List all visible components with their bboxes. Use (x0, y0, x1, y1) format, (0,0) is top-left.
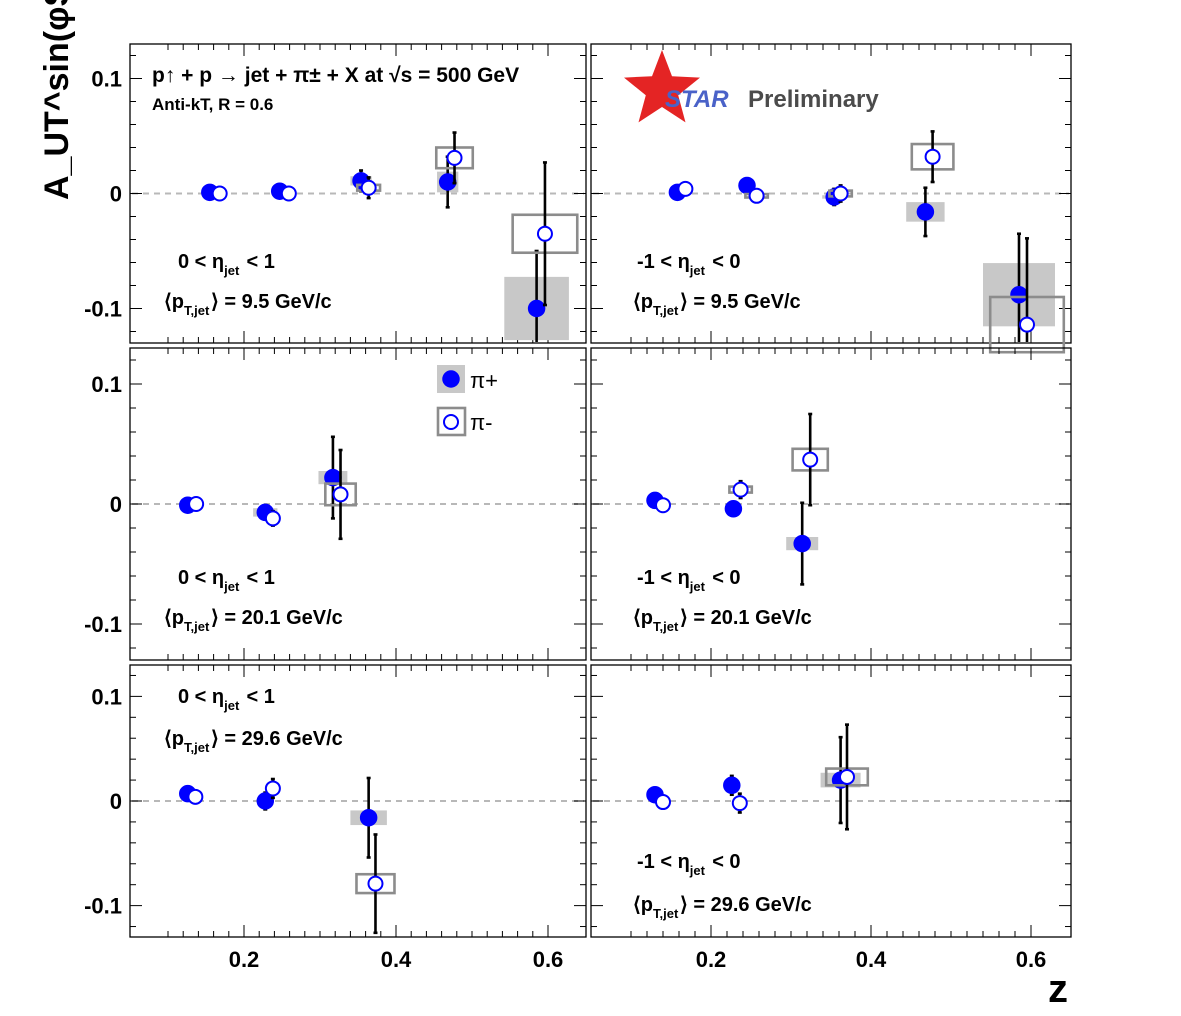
pt-label: ⟨pT,jet ⟩ = 29.6 GeV/c (164, 728, 343, 755)
data-point (732, 481, 749, 498)
series-pi-minus (211, 131, 579, 307)
eta-label: -1 < ηjet < 0 (637, 851, 741, 878)
x-tick-label: 0.4 (856, 947, 887, 972)
pt-label: ⟨pT,jet ⟩ = 20.1 GeV/c (164, 607, 343, 634)
y-tick-label: 0.1 (91, 372, 122, 397)
data-point (187, 788, 204, 805)
overlay-layer: p↑ + p → jet + π± + X at √s = 500 GeV Ant… (38, 0, 1068, 1011)
legend-marker (442, 370, 460, 388)
data-point (802, 451, 819, 468)
pt-label: ⟨pT,jet ⟩ = 20.1 GeV/c (633, 607, 812, 634)
panel-2-1: 0.2 0.4 0.6 -1 < ηjet < 0 ⟨pT,jet ⟩ = 29.6 G… (590, 664, 1072, 972)
data-point (256, 792, 275, 810)
y-tick-label: -0.1 (84, 894, 122, 919)
series-pi-plus (646, 491, 819, 586)
chart-subtitle: Anti-kT, R = 0.6 (152, 95, 273, 114)
x-tick-label: 0.2 (696, 947, 727, 972)
legend-marker (443, 414, 459, 430)
y-axis-label: A_UT^sin(φS-φH) (38, 0, 76, 200)
legend-label-pi-plus: π+ (470, 368, 498, 393)
data-point (527, 299, 546, 318)
panel-1-0: 0.1 0 -0.1 0 < ηjet < 1 ⟨pT,jet ⟩ = 20.1 GeV… (84, 347, 587, 661)
data-point (264, 780, 281, 797)
series-pi-minus (655, 723, 870, 831)
x-tick-label: 0.4 (381, 947, 412, 972)
x-axis-label: z (1048, 967, 1068, 1011)
data-point (655, 794, 671, 811)
star-icon (624, 50, 700, 123)
data-point (724, 500, 743, 518)
x-tick-label: 0.6 (1016, 947, 1047, 972)
data-point (188, 496, 205, 512)
data-point (748, 187, 765, 204)
y-tick-label: 0 (110, 789, 122, 814)
pt-label: ⟨pT,jet ⟩ = 29.6 GeV/c (633, 894, 812, 921)
preliminary-text: Preliminary (748, 86, 879, 113)
data-point (280, 185, 297, 202)
data-point (916, 203, 935, 221)
series-pi-minus (677, 130, 1066, 354)
data-point (536, 225, 553, 242)
series-pi-plus (179, 776, 387, 859)
series-pi-minus (655, 412, 830, 514)
data-point (360, 179, 377, 196)
data-point (839, 768, 855, 785)
data-point (211, 185, 228, 202)
panel-0-1: -1 < ηjet < 0 ⟨pT,jet ⟩ = 9.5 GeV/c (590, 43, 1072, 354)
star-preliminary-logo: STAR Preliminary (624, 50, 879, 123)
data-point (793, 534, 811, 553)
panels-layer: 0.1 0 -0.1 0 < ηjet < 1 ⟨pT,jet ⟩ = 9.5 GeV/… (84, 43, 1072, 972)
panel-1-1: -1 < ηjet < 0 ⟨pT,jet ⟩ = 20.1 GeV/c (590, 347, 1072, 661)
legend-swatch-sys (436, 406, 467, 437)
series-pi-minus (187, 777, 396, 935)
data-point (1010, 285, 1028, 304)
series-pi-plus (201, 155, 569, 342)
y-tick-label: 0 (110, 182, 122, 207)
y-tick-label: -0.1 (84, 297, 122, 322)
data-point (264, 510, 281, 527)
data-point (924, 148, 941, 165)
chart-title: p↑ + p → jet + π± + X at √s = 500 GeV (152, 64, 519, 87)
data-point (832, 185, 849, 202)
panel-0-0: 0.1 0 -0.1 0 < ηjet < 1 ⟨pT,jet ⟩ = 9.5 GeV/… (84, 43, 587, 344)
y-tick-label: 0.1 (91, 684, 122, 709)
pt-label: ⟨pT,jet ⟩ = 9.5 GeV/c (633, 291, 801, 318)
data-point (446, 149, 463, 166)
eta-label: 0 < ηjet < 1 (178, 251, 275, 278)
legend-label-pi-minus: π- (470, 410, 493, 435)
series-pi-plus (646, 735, 861, 825)
legend: π+ π- (436, 365, 498, 437)
data-point (731, 795, 748, 812)
data-point (359, 808, 378, 827)
y-tick-label: -0.1 (84, 612, 122, 637)
data-point (1019, 316, 1035, 333)
data-point (655, 497, 671, 514)
eta-label: 0 < ηjet < 1 (178, 567, 275, 594)
y-tick-label: 0.1 (91, 67, 122, 92)
data-point (367, 875, 384, 892)
pt-label: ⟨pT,jet ⟩ = 9.5 GeV/c (164, 291, 332, 318)
x-tick-label: 0.6 (533, 947, 564, 972)
eta-label: -1 < ηjet < 0 (637, 251, 741, 278)
y-tick-label: 0 (110, 492, 122, 517)
data-point (677, 180, 694, 197)
data-point (332, 486, 349, 503)
panel-2-0: 0.1 0 -0.1 0.2 0.4 0.6 0 < ηjet < 1 ⟨pT,jet ⟩ =… (84, 664, 587, 972)
star-word: STAR (665, 86, 729, 113)
x-tick-label: 0.2 (229, 947, 260, 972)
series-pi-minus (188, 448, 358, 541)
series-pi-plus (179, 435, 348, 522)
eta-label: -1 < ηjet < 0 (637, 567, 741, 594)
eta-label: 0 < ηjet < 1 (178, 686, 275, 713)
data-point (723, 776, 741, 795)
